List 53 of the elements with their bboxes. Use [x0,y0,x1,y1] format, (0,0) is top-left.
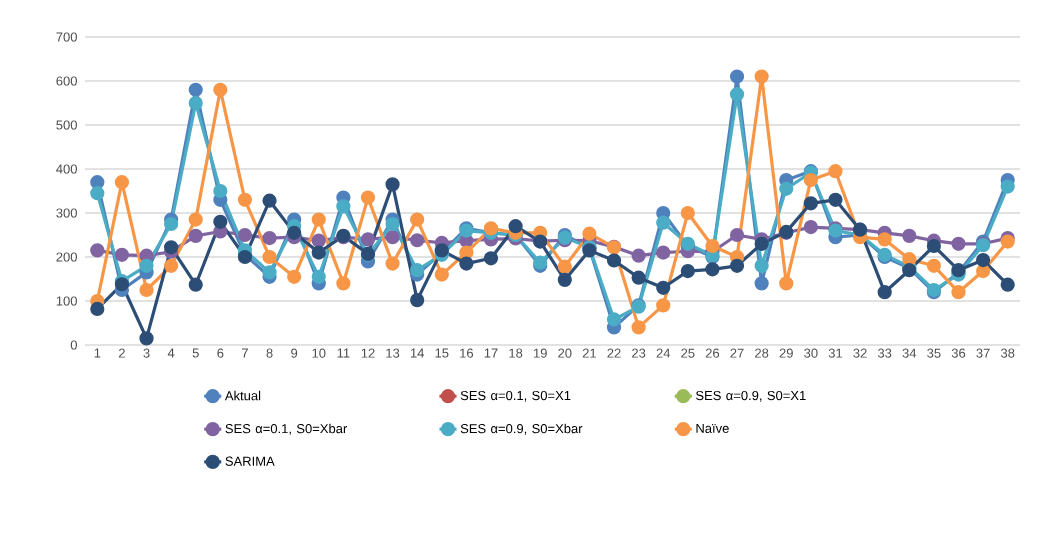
x-tick-label: 19 [533,348,547,358]
legend-label: SES α=0.1, S0=X1 [460,390,571,402]
legend-label: SES α=0.9, S0=X1 [696,390,806,402]
x-tick-label: 8 [266,348,273,358]
x-tick-label: 14 [410,348,425,358]
x-tick-label: 24 [656,348,671,358]
y-tick-label: 600 [56,76,77,86]
x-tick-label: 6 [217,348,224,358]
y-tick-label: 700 [56,32,77,42]
x-tick-label: 23 [632,348,646,358]
x-tick-label: 21 [582,348,597,358]
y-tick-label: 200 [56,252,77,262]
x-tick-label: 33 [877,348,892,358]
legend-label: SARIMA [225,456,275,466]
x-tick-label: 5 [192,348,199,358]
x-tick-label: 28 [755,348,769,358]
x-tick-label: 38 [1000,348,1015,358]
x-tick-label: 17 [484,348,498,358]
x-tick-label: 22 [607,348,621,358]
x-tick-label: 1 [94,348,101,358]
y-tick-label: 500 [56,120,77,130]
x-tick-label: 20 [558,348,572,358]
x-tick-label: 34 [902,348,917,358]
x-tick-label: 29 [779,348,793,358]
x-tick-label: 12 [361,348,375,358]
x-tick-label: 13 [386,348,400,358]
x-tick-label: 11 [337,348,350,358]
x-tick-label: 9 [291,348,298,358]
x-tick-label: 18 [509,348,523,358]
y-tick-label: 300 [56,208,77,218]
x-tick-label: 30 [804,348,818,358]
x-tick-label: 26 [705,348,720,358]
legend-label: SES α=0.1, S0=Xbar [225,423,348,435]
x-tick-label: 10 [312,348,326,358]
x-tick-label: 35 [927,348,941,358]
y-tick-label: 100 [56,296,77,306]
x-tick-label: 3 [143,348,150,358]
x-tick-label: 27 [730,348,744,358]
x-tick-label: 31 [828,348,843,358]
x-tick-label: 4 [167,348,175,358]
x-tick-label: 16 [460,348,474,358]
y-tick-label: 400 [56,164,77,174]
x-tick-label: 37 [976,348,990,358]
x-tick-label: 25 [681,348,695,358]
legend-label: SES α=0.9, S0=Xbar [460,423,583,435]
legend-label: Aktual [224,390,261,401]
x-tick-label: 2 [118,348,125,358]
x-tick-label: 15 [435,348,449,358]
legend-label: Naïve [696,423,729,433]
x-tick-label: 7 [242,348,248,358]
x-tick-label: 36 [951,348,966,358]
y-tick-label: 0 [70,340,77,350]
x-tick-label: 32 [853,348,867,358]
